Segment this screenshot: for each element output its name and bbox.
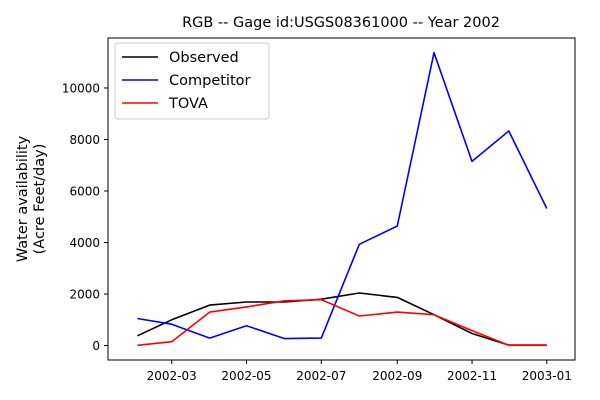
- y-axis-label: Water availability (Acre Feet/day): [15, 135, 48, 262]
- y-tick-label: 6000: [69, 185, 100, 199]
- y-tick-label: 2000: [69, 288, 100, 302]
- x-tick-label: 2002-07: [296, 369, 346, 383]
- y-axis: 0 2000 4000 6000 8000 10000: [62, 81, 108, 353]
- y-tick-label: 0: [92, 339, 100, 353]
- chart-title: RGB -- Gage id:USGS08361000 -- Year 2002: [182, 15, 500, 31]
- x-tick-label: 2003-01: [522, 369, 572, 383]
- x-tick-label: 2002-11: [447, 369, 497, 383]
- x-axis: 2002-03 2002-05 2002-07 2002-09 2002-11 2003-…: [147, 360, 572, 383]
- legend-label-tova: TOVA: [168, 96, 208, 112]
- legend-label-competitor: Competitor: [169, 73, 251, 89]
- x-tick-label: 2002-05: [221, 369, 271, 383]
- x-tick-label: 2002-03: [147, 369, 197, 383]
- y-axis-label-line-1: Water availability: [15, 135, 31, 262]
- legend-box: [114, 42, 270, 120]
- legend: Observed Competitor TOVA: [114, 42, 270, 120]
- series-layer: [137, 51, 548, 347]
- y-axis-label-line-2: (Acre Feet/day): [32, 144, 48, 255]
- series-line-observed: [137, 292, 547, 346]
- x-tick-label: 2002-09: [372, 369, 422, 383]
- legend-label-observed: Observed: [169, 50, 239, 66]
- y-tick-label: 10000: [62, 81, 100, 95]
- plot-frame: [107, 37, 576, 361]
- y-tick-label: 4000: [69, 236, 100, 250]
- series-line-competitor: [137, 51, 548, 340]
- series-line-tova: [137, 298, 547, 347]
- y-tick-label: 8000: [69, 133, 100, 147]
